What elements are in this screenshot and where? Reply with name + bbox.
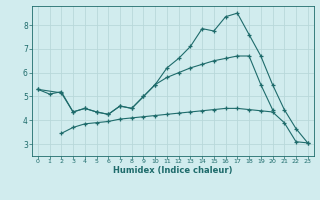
X-axis label: Humidex (Indice chaleur): Humidex (Indice chaleur)	[113, 166, 233, 175]
